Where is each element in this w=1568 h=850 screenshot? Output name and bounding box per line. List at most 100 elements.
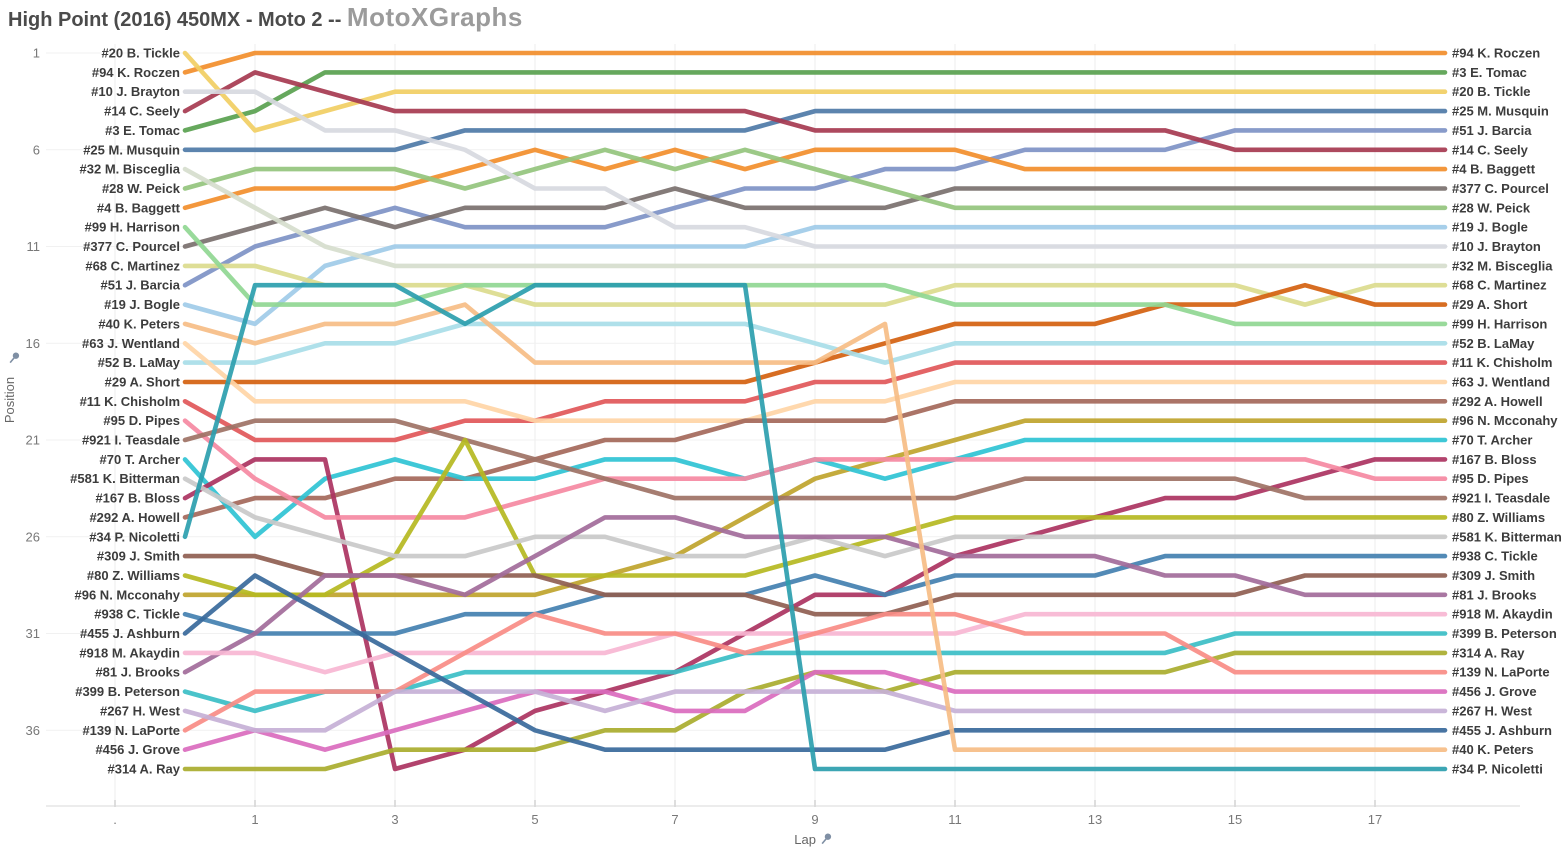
rider-label-finish: #80 Z. Williams bbox=[1452, 510, 1545, 525]
rider-label-start: #10 J. Brayton bbox=[91, 84, 180, 99]
rider-line[interactable] bbox=[182, 321, 1448, 365]
rider-label-finish: #456 J. Grove bbox=[1452, 684, 1537, 699]
rider-line[interactable] bbox=[182, 108, 1448, 153]
rider-line[interactable] bbox=[182, 398, 1448, 520]
rider-line[interactable] bbox=[182, 224, 1448, 327]
rider-label-start: #52 B. LaMay bbox=[98, 355, 181, 370]
rider-label-start: #81 J. Brooks bbox=[95, 665, 180, 680]
rider-line[interactable] bbox=[182, 457, 1448, 772]
rider-label-finish: #11 K. Chisholm bbox=[1452, 355, 1552, 370]
x-tick-label: 13 bbox=[1088, 812, 1102, 827]
rider-label-finish: #68 C. Martinez bbox=[1452, 278, 1547, 293]
sort-pin-icon[interactable] bbox=[8, 351, 21, 364]
y-axis-title: Position bbox=[2, 377, 17, 423]
rider-label-finish: #40 K. Peters bbox=[1452, 742, 1534, 757]
x-tick-label: 1 bbox=[251, 812, 258, 827]
rider-line[interactable] bbox=[182, 669, 1448, 753]
rider-line[interactable] bbox=[182, 50, 1448, 75]
rider-label-start: #11 K. Chisholm bbox=[80, 394, 180, 409]
rider-label-start: #28 W. Peick bbox=[102, 181, 181, 196]
rider-line[interactable] bbox=[182, 89, 1448, 249]
rider-label-finish: #3 E. Tomac bbox=[1452, 65, 1527, 80]
sort-pin-icon[interactable] bbox=[820, 832, 833, 845]
rider-label-start: #455 J. Ashburn bbox=[80, 626, 180, 641]
rider-label-finish: #167 B. Bloss bbox=[1452, 452, 1537, 467]
y-tick-label: 31 bbox=[26, 626, 40, 641]
x-tick-label: 5 bbox=[531, 812, 538, 827]
rider-line[interactable] bbox=[182, 224, 1448, 327]
x-tick-label: 7 bbox=[671, 812, 678, 827]
rider-label-start: #3 E. Tomac bbox=[105, 123, 180, 138]
rider-line[interactable] bbox=[182, 70, 1448, 153]
rider-label-finish: #63 J. Wentland bbox=[1452, 374, 1550, 389]
rider-line[interactable] bbox=[182, 360, 1448, 443]
rider-label-finish: #14 C. Seely bbox=[1452, 142, 1529, 157]
rider-label-start: #19 J. Bogle bbox=[104, 297, 180, 312]
rider-label-finish: #399 B. Peterson bbox=[1452, 626, 1557, 641]
rider-line[interactable] bbox=[182, 302, 1448, 753]
rider-label-start: #63 J. Wentland bbox=[82, 336, 180, 351]
rider-label-finish: #455 J. Ashburn bbox=[1452, 723, 1552, 738]
rider-label-start: #399 B. Peterson bbox=[75, 684, 180, 699]
rider-label-start: #95 D. Pipes bbox=[103, 413, 180, 428]
rider-label-finish: #581 K. Bitterman bbox=[1452, 529, 1562, 544]
y-tick-label: 11 bbox=[27, 239, 41, 254]
rider-label-finish: #34 P. Nicoletti bbox=[1452, 762, 1543, 777]
y-tick-label: 36 bbox=[26, 723, 40, 738]
rider-label-start: #96 N. Mcconahy bbox=[75, 587, 181, 602]
rider-line[interactable] bbox=[182, 573, 1448, 753]
rider-label-start: #25 M. Musquin bbox=[83, 142, 180, 157]
rider-line[interactable] bbox=[182, 147, 1448, 211]
rider-line[interactable] bbox=[182, 282, 1448, 772]
rider-label-start: #68 C. Martinez bbox=[85, 258, 180, 273]
rider-line[interactable] bbox=[182, 515, 1448, 675]
rider-label-finish: #267 H. West bbox=[1452, 703, 1533, 718]
x-tick-label: 9 bbox=[811, 812, 818, 827]
rider-line[interactable] bbox=[182, 50, 1448, 133]
rider-label-start: #918 M. Akaydin bbox=[79, 645, 180, 660]
rider-label-start: #581 K. Bitterman bbox=[70, 471, 180, 486]
rider-label-finish: #94 K. Roczen bbox=[1452, 46, 1540, 61]
rider-line[interactable] bbox=[182, 166, 1448, 269]
rider-label-start: #938 C. Tickle bbox=[94, 607, 180, 622]
rider-label-finish: #99 H. Harrison bbox=[1452, 316, 1547, 331]
y-tick-label: 21 bbox=[26, 433, 40, 448]
rider-label-finish: #19 J. Bogle bbox=[1452, 220, 1528, 235]
rider-label-finish: #96 N. Mcconahy bbox=[1452, 413, 1558, 428]
rider-line[interactable] bbox=[182, 418, 1448, 598]
rider-label-finish: #377 C. Pourcel bbox=[1452, 181, 1549, 196]
rider-label-start: #921 I. Teasdale bbox=[82, 433, 180, 448]
rider-line[interactable] bbox=[182, 70, 1448, 133]
rider-line[interactable] bbox=[182, 128, 1448, 288]
y-tick-label: 16 bbox=[26, 336, 40, 351]
rider-label-finish: #32 M. Bisceglia bbox=[1452, 258, 1553, 273]
rider-label-start: #40 K. Peters bbox=[98, 316, 180, 331]
brand-title-text: MotoXGraphs bbox=[346, 2, 523, 32]
y-tick-label: 26 bbox=[26, 529, 40, 544]
rider-label-start: #20 B. Tickle bbox=[101, 46, 180, 61]
rider-label-finish: #70 T. Archer bbox=[1452, 433, 1532, 448]
rider-label-start: #139 N. LaPorte bbox=[82, 723, 180, 738]
x-tick-label: 3 bbox=[391, 812, 398, 827]
y-tick-label: 1 bbox=[33, 46, 40, 61]
rider-label-start: #70 T. Archer bbox=[100, 452, 180, 467]
rider-line[interactable] bbox=[182, 340, 1448, 424]
rider-line[interactable] bbox=[182, 553, 1448, 636]
rider-label-start: #167 B. Bloss bbox=[95, 491, 180, 506]
rider-label-start: #456 J. Grove bbox=[95, 742, 180, 757]
rider-line[interactable] bbox=[182, 186, 1448, 249]
rider-line[interactable] bbox=[182, 418, 1448, 520]
rider-label-finish: #918 M. Akaydin bbox=[1452, 607, 1553, 622]
x-tick-label: 15 bbox=[1228, 812, 1242, 827]
page-title: High Point (2016) 450MX - Moto 2 -- Moto… bbox=[8, 2, 523, 33]
x-tick-label: 11 bbox=[948, 812, 962, 827]
rider-line[interactable] bbox=[182, 147, 1448, 211]
rider-line[interactable] bbox=[182, 418, 1448, 501]
rider-label-finish: #921 I. Teasdale bbox=[1452, 491, 1550, 506]
rider-label-start: #4 B. Baggett bbox=[97, 200, 181, 215]
rider-label-start: #314 A. Ray bbox=[107, 762, 180, 777]
rider-line[interactable] bbox=[182, 689, 1448, 733]
rider-label-finish: #938 C. Tickle bbox=[1452, 549, 1538, 564]
